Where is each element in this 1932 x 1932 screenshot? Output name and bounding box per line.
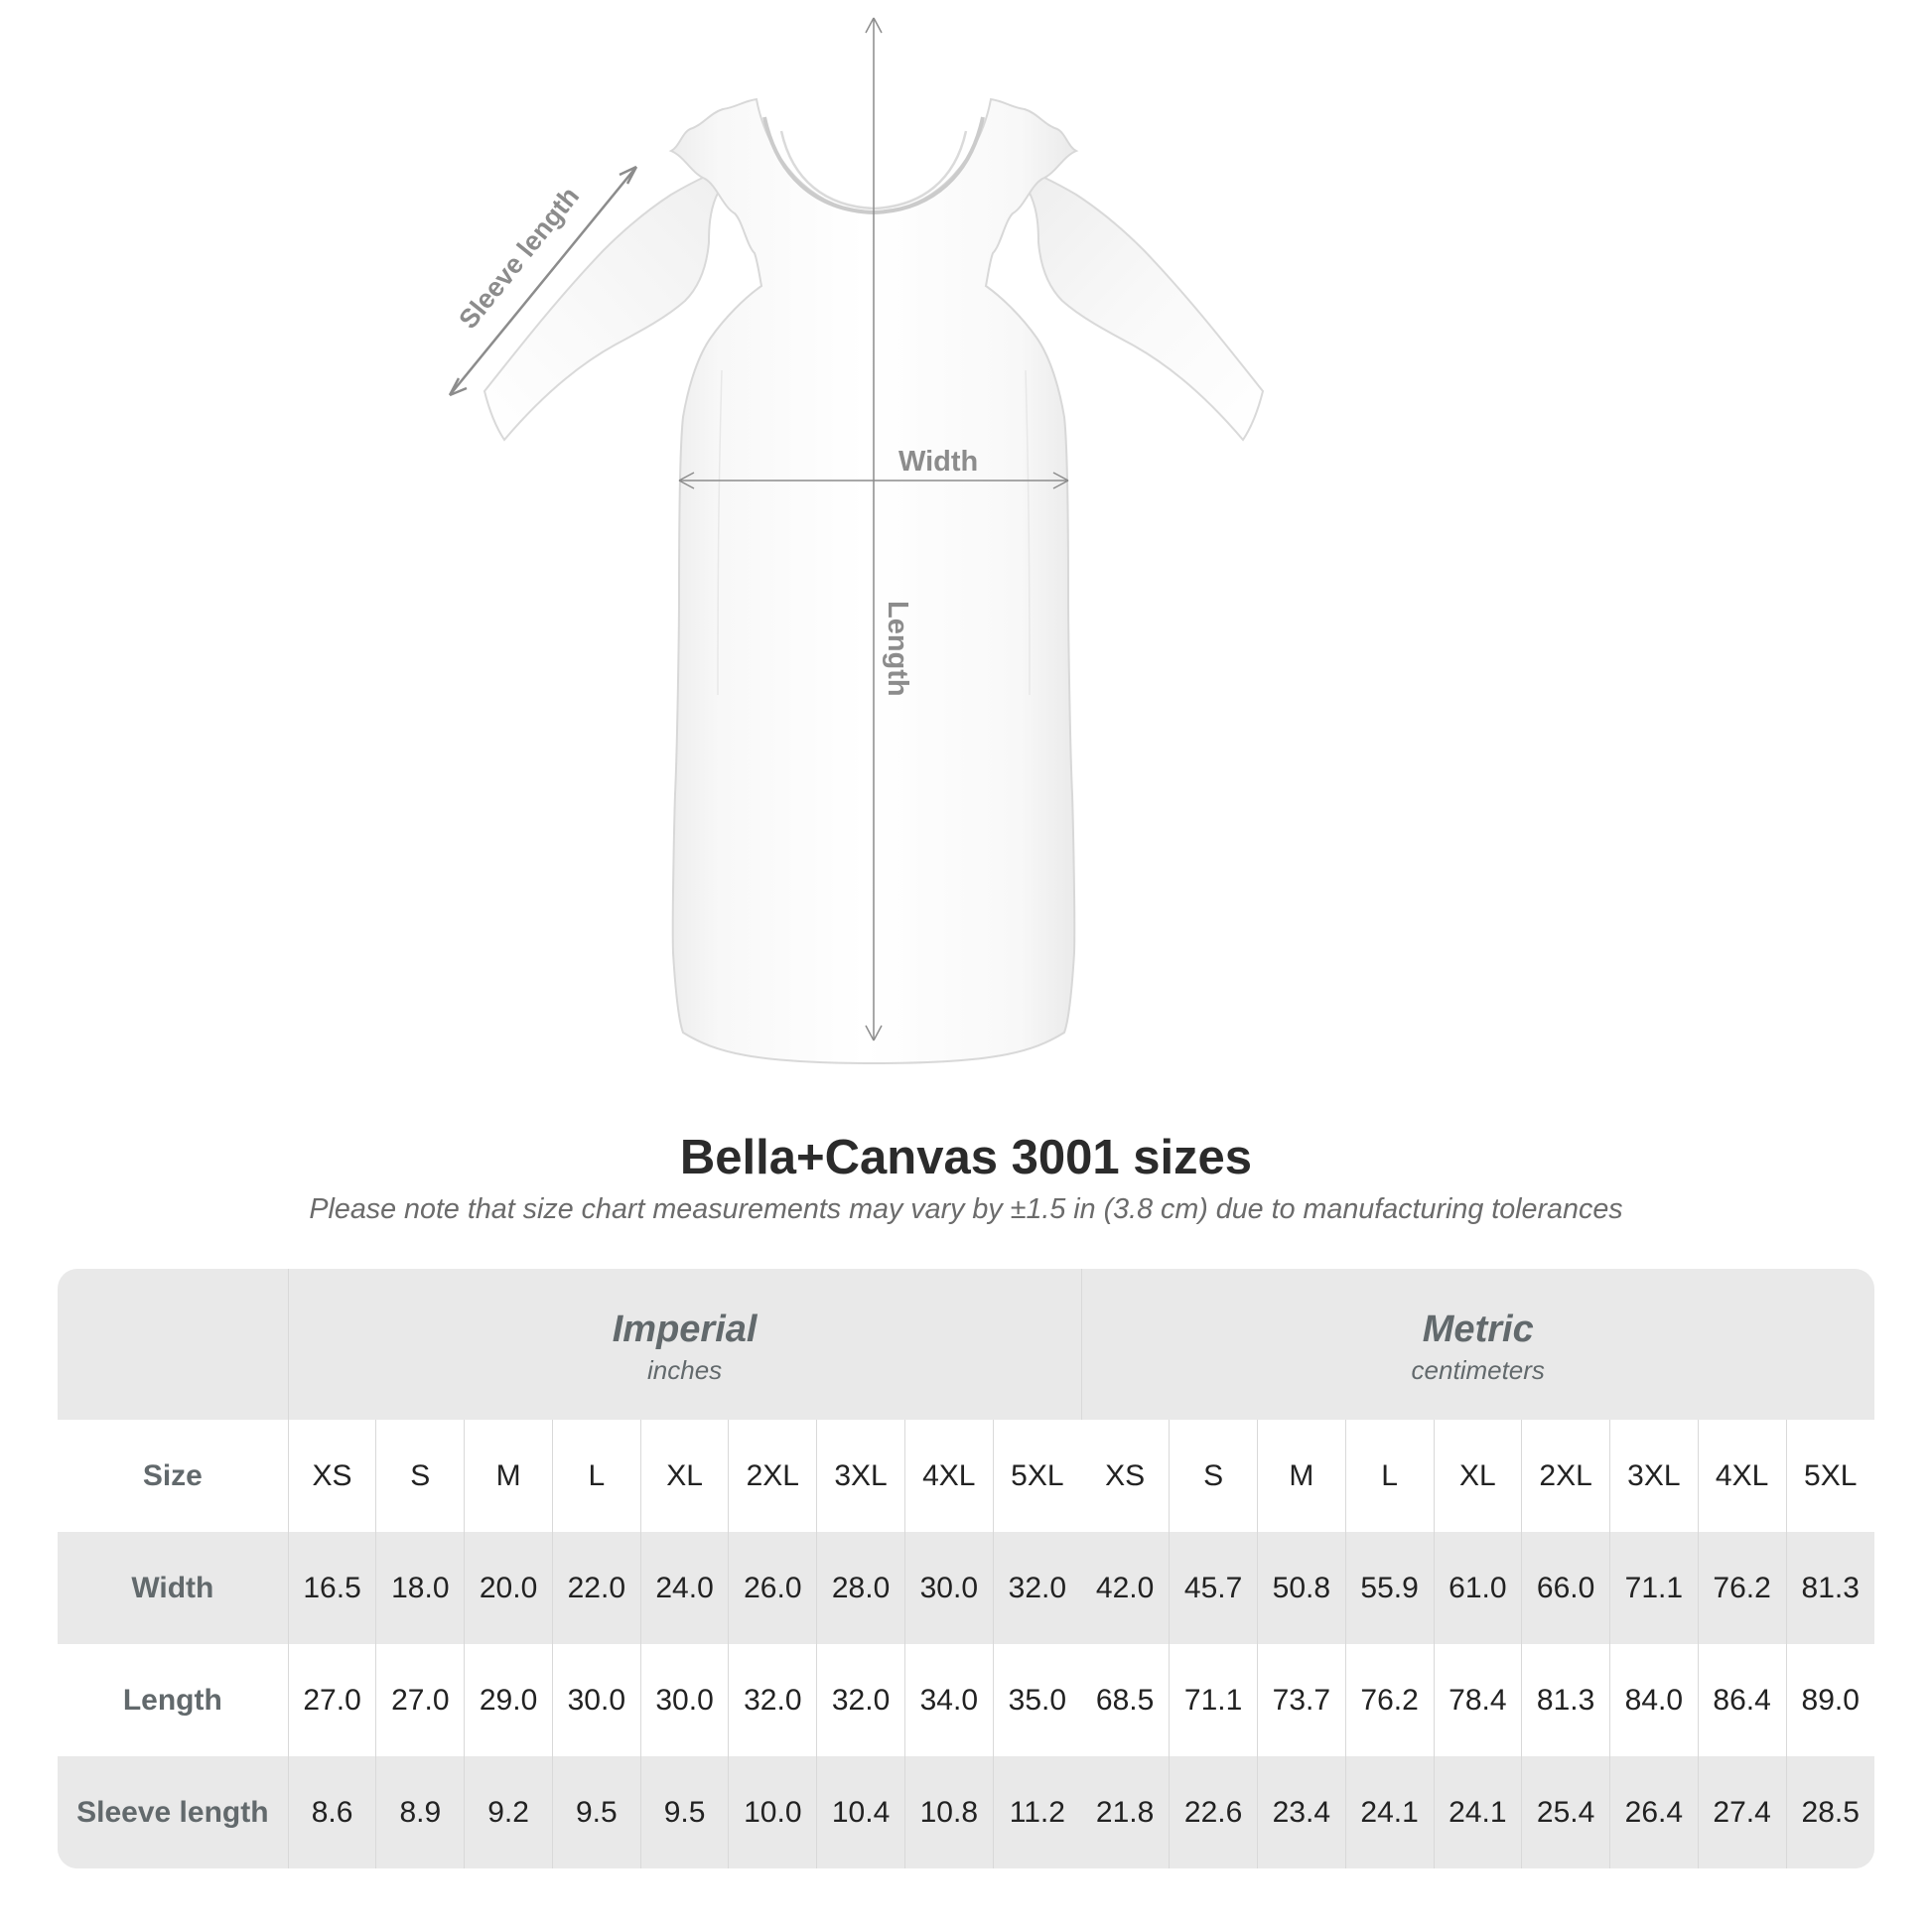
svg-text:Width: Width [898, 446, 978, 478]
svg-text:Length: Length [882, 601, 913, 697]
